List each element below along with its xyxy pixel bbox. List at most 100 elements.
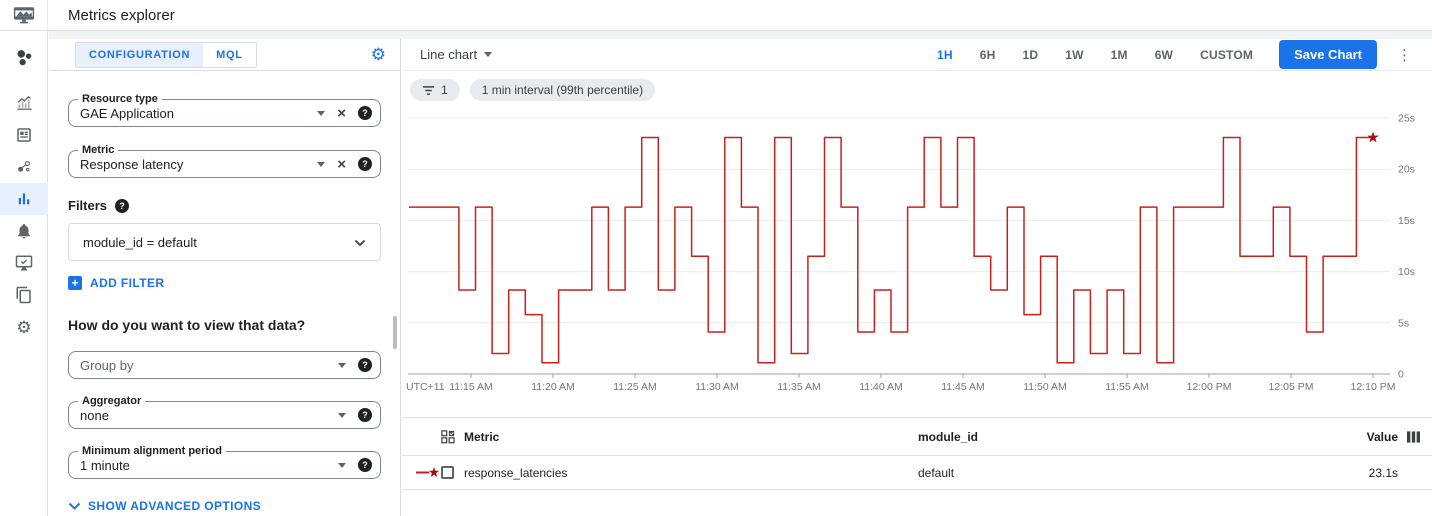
sidebar-item-metrics-overview[interactable] — [0, 87, 48, 119]
sidebar-item-groups[interactable] — [0, 279, 48, 311]
sidebar-rail: ⚙ — [0, 31, 48, 516]
table-header-row: Metric module_id Value — [402, 418, 1432, 456]
clear-icon[interactable]: × — [337, 104, 346, 122]
filter-chip-module-id[interactable]: module_id = default — [68, 223, 381, 261]
metric-field[interactable]: Metric Response latency × ? — [68, 144, 381, 178]
config-body: Resource type GAE Application × ? Metric… — [49, 93, 400, 513]
bar-chart-icon — [18, 193, 30, 205]
column-picker-icon[interactable] — [1398, 430, 1432, 443]
add-filter-button[interactable]: + ADD FILTER — [68, 276, 381, 290]
sidebar-item-monitoring-home[interactable] — [0, 41, 48, 75]
help-icon[interactable]: ? — [358, 358, 372, 372]
sidebar-item-metrics-explorer[interactable] — [0, 183, 48, 215]
metric-label: Metric — [78, 144, 119, 156]
row-checkbox[interactable] — [441, 466, 464, 479]
filter-list-icon — [423, 85, 434, 95]
filter-value-text: module_id = default — [83, 234, 197, 250]
help-icon[interactable]: ? — [358, 106, 372, 120]
chart-header: Line chart 1H 6H 1D 1W 1M 6W CUSTOM Save… — [402, 39, 1432, 71]
content-top-strip — [49, 31, 1432, 39]
sidebar-item-alerting[interactable] — [0, 215, 48, 247]
group-by-field[interactable]: Group by ? — [68, 351, 381, 379]
min-alignment-period-field[interactable]: Minimum alignment period 1 minute ? — [68, 445, 381, 479]
min-alignment-value: 1 minute — [80, 457, 130, 473]
trend-chart-icon — [16, 95, 32, 110]
chart-panel: Line chart 1H 6H 1D 1W 1M 6W CUSTOM Save… — [402, 39, 1432, 516]
clear-icon[interactable]: × — [337, 155, 346, 173]
dropdown-caret-icon[interactable] — [338, 362, 346, 368]
save-chart-button[interactable]: Save Chart — [1279, 40, 1377, 69]
svg-text:UTC+11: UTC+11 — [406, 381, 445, 393]
range-1m[interactable]: 1M — [1110, 47, 1128, 62]
svg-text:0: 0 — [1398, 369, 1404, 381]
time-range-selector: 1H 6H 1D 1W 1M 6W CUSTOM — [937, 48, 1253, 62]
svg-text:12:05 PM: 12:05 PM — [1269, 381, 1314, 393]
legend-table: Metric module_id Value — [402, 417, 1432, 490]
svg-text:15s: 15s — [1398, 215, 1415, 227]
svg-text:11:30 AM: 11:30 AM — [695, 381, 739, 393]
chevron-down-icon — [354, 235, 366, 250]
svg-text:11:35 AM: 11:35 AM — [777, 381, 821, 393]
gear-icon: ⚙ — [16, 317, 32, 337]
sidebar-item-settings[interactable]: ⚙ — [0, 311, 48, 343]
show-advanced-options-button[interactable]: SHOW ADVANCED OPTIONS — [68, 499, 381, 513]
svg-text:11:40 AM: 11:40 AM — [859, 381, 903, 393]
config-tabs-row: CONFIGURATION MQL ⚙ — [49, 39, 400, 71]
svg-text:11:55 AM: 11:55 AM — [1105, 381, 1149, 393]
services-icon — [18, 161, 30, 172]
dashboards-icon — [17, 128, 31, 142]
add-icon: + — [68, 276, 82, 290]
range-1w[interactable]: 1W — [1065, 47, 1084, 62]
filter-count-label: 1 — [441, 83, 448, 97]
tab-configuration[interactable]: CONFIGURATION — [76, 42, 204, 67]
range-6w[interactable]: 6W — [1154, 47, 1174, 62]
legend-toggle-icon[interactable] — [441, 429, 464, 444]
dropdown-caret-icon[interactable] — [317, 161, 326, 167]
aggregator-field[interactable]: Aggregator none ? — [68, 395, 381, 429]
column-header-value[interactable]: Value — [1366, 429, 1398, 444]
metric-value: Response latency — [80, 156, 184, 172]
cell-module-id: default — [918, 465, 955, 480]
interval-chip[interactable]: 1 min interval (99th percentile) — [469, 79, 656, 101]
config-tab-group: CONFIGURATION MQL — [75, 41, 257, 68]
column-header-metric[interactable]: Metric — [464, 429, 500, 444]
column-header-module-id[interactable]: module_id — [918, 429, 979, 444]
sidebar-item-services[interactable] — [0, 151, 48, 183]
help-icon[interactable]: ? — [358, 157, 372, 171]
filters-label-text: Filters — [68, 198, 108, 213]
table-row-response-latencies[interactable]: response_latencies default 23.1s — [402, 456, 1432, 490]
svg-text:11:20 AM: 11:20 AM — [531, 381, 575, 393]
range-custom[interactable]: CUSTOM — [1200, 47, 1254, 62]
config-scrollbar-thumb[interactable] — [393, 316, 397, 349]
svg-text:5s: 5s — [1398, 317, 1409, 329]
help-icon[interactable]: ? — [115, 198, 130, 213]
dropdown-caret-icon[interactable] — [317, 110, 326, 116]
chart-type-label: Line chart — [420, 47, 478, 62]
chart-type-dropdown[interactable]: Line chart — [420, 47, 493, 62]
dropdown-caret-icon[interactable] — [338, 462, 346, 468]
help-icon[interactable]: ? — [358, 408, 372, 422]
filter-count-chip[interactable]: 1 — [410, 79, 460, 101]
svg-text:11:25 AM: 11:25 AM — [613, 381, 657, 393]
svg-text:10s: 10s — [1398, 266, 1415, 278]
dropdown-caret-icon[interactable] — [338, 412, 346, 418]
sidebar-item-dashboards[interactable] — [0, 119, 48, 151]
aggregator-value: none — [80, 407, 109, 423]
interval-chip-label: 1 min interval (99th percentile) — [481, 83, 644, 97]
svg-text:11:45 AM: 11:45 AM — [941, 381, 985, 393]
svg-text:20s: 20s — [1398, 164, 1415, 176]
tab-mql[interactable]: MQL — [203, 42, 256, 67]
range-1d[interactable]: 1D — [1022, 47, 1039, 62]
kebab-menu-icon[interactable]: ⋮ — [1397, 46, 1412, 64]
monitoring-logo-icon[interactable] — [0, 0, 48, 30]
help-icon[interactable]: ? — [358, 458, 372, 472]
sidebar-item-uptime-checks[interactable] — [0, 247, 48, 279]
chart-settings-gear-icon[interactable]: ⚙ — [370, 45, 386, 64]
resource-type-value: GAE Application — [80, 105, 174, 121]
resource-type-field[interactable]: Resource type GAE Application × ? — [68, 93, 381, 127]
range-1h[interactable]: 1H — [936, 47, 953, 62]
cell-value: 23.1s — [1368, 465, 1398, 480]
monitoring-cluster-icon — [17, 50, 32, 66]
range-6h[interactable]: 6H — [979, 47, 996, 62]
